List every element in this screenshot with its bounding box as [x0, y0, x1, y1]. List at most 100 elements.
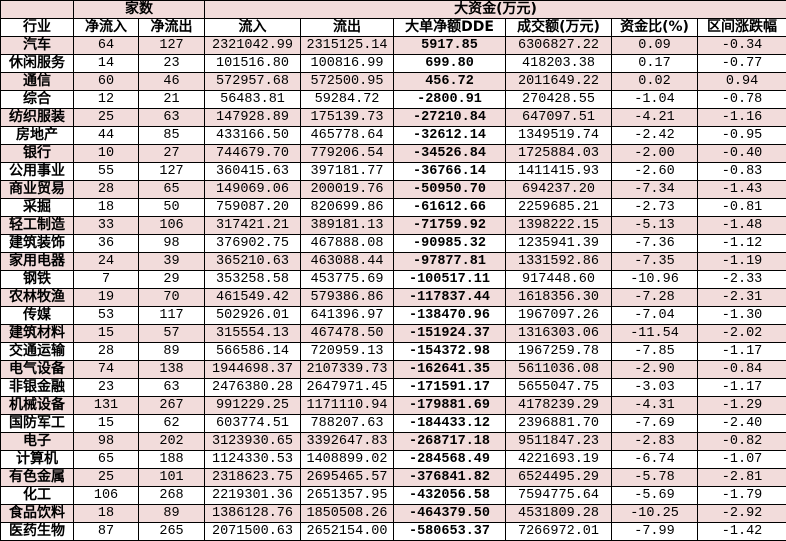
cell-industry: 国防军工 — [0, 414, 74, 433]
cell-net-outflow-count: 265 — [138, 522, 205, 541]
cell-turnover: 2011649.22 — [505, 72, 612, 91]
cell-inflow: 759087.20 — [204, 198, 301, 217]
cell-big-order-net-dde: -100517.11 — [393, 270, 506, 289]
cell-period-change: -1.30 — [696, 306, 786, 325]
cell-big-order-net-dde: -151924.37 — [393, 324, 506, 343]
cell-fund-ratio: -2.90 — [611, 360, 698, 379]
cell-outflow: 641396.97 — [300, 306, 394, 325]
cell-big-order-net-dde: 456.72 — [393, 72, 506, 91]
cell-inflow: 56483.81 — [204, 90, 301, 109]
cell-turnover: 917448.60 — [505, 270, 612, 289]
cell-net-outflow-count: 127 — [138, 36, 205, 55]
cell-outflow: 2647971.45 — [300, 378, 394, 397]
cell-outflow: 59284.72 — [300, 90, 394, 109]
cell-inflow: 1386128.76 — [204, 504, 301, 523]
column-header-industry: 行业 — [0, 18, 74, 37]
cell-fund-ratio: -7.35 — [611, 252, 698, 271]
cell-industry: 有色金属 — [0, 468, 74, 487]
cell-net-inflow-count: 15 — [73, 324, 139, 343]
cell-turnover: 5655047.75 — [505, 378, 612, 397]
cell-net-outflow-count: 65 — [138, 180, 205, 199]
cell-net-inflow-count: 60 — [73, 72, 139, 91]
column-header-net-inflow-count: 净流入 — [73, 18, 139, 37]
cell-outflow: 579386.86 — [300, 288, 394, 307]
cell-period-change: -1.07 — [696, 450, 786, 469]
cell-inflow: 2071500.63 — [204, 522, 301, 541]
cell-big-order-net-dde: 5917.85 — [393, 36, 506, 55]
cell-turnover: 4178239.29 — [505, 396, 612, 415]
cell-inflow: 461549.42 — [204, 288, 301, 307]
table-row: 建筑材料 15 57 315554.13 467478.50 -151924.37 1316… — [0, 324, 786, 343]
cell-big-order-net-dde: -97877.81 — [393, 252, 506, 271]
cell-net-inflow-count: 18 — [73, 198, 139, 217]
cell-period-change: -0.81 — [696, 198, 786, 217]
cell-net-inflow-count: 28 — [73, 180, 139, 199]
cell-net-outflow-count: 50 — [138, 198, 205, 217]
cell-big-order-net-dde: -117837.44 — [393, 288, 506, 307]
cell-fund-ratio: -2.00 — [611, 144, 698, 163]
cell-net-outflow-count: 27 — [138, 144, 205, 163]
header-group-count: 家数 — [73, 0, 205, 19]
cell-fund-ratio: -7.85 — [611, 342, 698, 361]
cell-industry: 传媒 — [0, 306, 74, 325]
table-row: 医药生物 87 265 2071500.63 2652154.00 -580653.37 7… — [0, 522, 786, 541]
cell-outflow: 1850508.26 — [300, 504, 394, 523]
cell-big-order-net-dde: -2800.91 — [393, 90, 506, 109]
cell-outflow: 779206.54 — [300, 144, 394, 163]
cell-period-change: -1.12 — [696, 234, 786, 253]
cell-industry: 电气设备 — [0, 360, 74, 379]
column-header-fund-ratio: 资金比(%) — [611, 18, 698, 37]
cell-net-outflow-count: 85 — [138, 126, 205, 145]
cell-net-outflow-count: 138 — [138, 360, 205, 379]
cell-period-change: -2.02 — [696, 324, 786, 343]
cell-net-inflow-count: 98 — [73, 432, 139, 451]
column-header-big-order-net-dde: 大单净额DDE — [393, 18, 506, 37]
cell-period-change: -1.19 — [696, 252, 786, 271]
cell-net-outflow-count: 127 — [138, 162, 205, 181]
table-row: 机械设备 131 267 991229.25 1171110.94 -179881.69 4… — [0, 396, 786, 415]
table-body: 汽车 64 127 2321042.99 2315125.14 5917.85 630682… — [0, 36, 786, 541]
cell-turnover: 1235941.39 — [505, 234, 612, 253]
cell-fund-ratio: 0.17 — [611, 54, 698, 73]
cell-inflow: 502926.01 — [204, 306, 301, 325]
table-row: 食品饮料 18 89 1386128.76 1850508.26 -464379.50 45… — [0, 504, 786, 523]
cell-inflow: 433166.50 — [204, 126, 301, 145]
cell-period-change: -0.34 — [696, 36, 786, 55]
cell-industry: 医药生物 — [0, 522, 74, 541]
cell-industry: 计算机 — [0, 450, 74, 469]
cell-inflow: 315554.13 — [204, 324, 301, 343]
cell-net-inflow-count: 87 — [73, 522, 139, 541]
cell-outflow: 720959.13 — [300, 342, 394, 361]
cell-fund-ratio: -7.28 — [611, 288, 698, 307]
column-header-net-outflow-count: 净流出 — [138, 18, 205, 37]
table-row: 休闲服务 14 23 101516.80 100816.99 699.80 418203.3… — [0, 54, 786, 73]
cell-outflow: 467478.50 — [300, 324, 394, 343]
cell-turnover: 647097.51 — [505, 108, 612, 127]
cell-industry: 银行 — [0, 144, 74, 163]
cell-turnover: 4221693.19 — [505, 450, 612, 469]
cell-big-order-net-dde: -171591.17 — [393, 378, 506, 397]
cell-turnover: 6306827.22 — [505, 36, 612, 55]
cell-net-inflow-count: 33 — [73, 216, 139, 235]
table-row: 公用事业 55 127 360415.63 397181.77 -36766.14 1411… — [0, 162, 786, 181]
cell-period-change: -0.83 — [696, 162, 786, 181]
cell-net-inflow-count: 15 — [73, 414, 139, 433]
cell-turnover: 1725884.03 — [505, 144, 612, 163]
cell-turnover: 4531809.28 — [505, 504, 612, 523]
cell-net-outflow-count: 98 — [138, 234, 205, 253]
cell-turnover: 1967259.78 — [505, 342, 612, 361]
table-row: 银行 10 27 744679.70 779206.54 -34526.84 1725884… — [0, 144, 786, 163]
cell-turnover: 9511847.23 — [505, 432, 612, 451]
cell-inflow: 2318623.75 — [204, 468, 301, 487]
cell-big-order-net-dde: -36766.14 — [393, 162, 506, 181]
cell-net-outflow-count: 89 — [138, 342, 205, 361]
cell-fund-ratio: -4.31 — [611, 396, 698, 415]
cell-turnover: 7594775.64 — [505, 486, 612, 505]
cell-inflow: 991229.25 — [204, 396, 301, 415]
cell-outflow: 463088.44 — [300, 252, 394, 271]
cell-industry: 公用事业 — [0, 162, 74, 181]
cell-net-outflow-count: 89 — [138, 504, 205, 523]
cell-net-inflow-count: 106 — [73, 486, 139, 505]
table-row: 综合 12 21 56483.81 59284.72 -2800.91 270428.55-… — [0, 90, 786, 109]
